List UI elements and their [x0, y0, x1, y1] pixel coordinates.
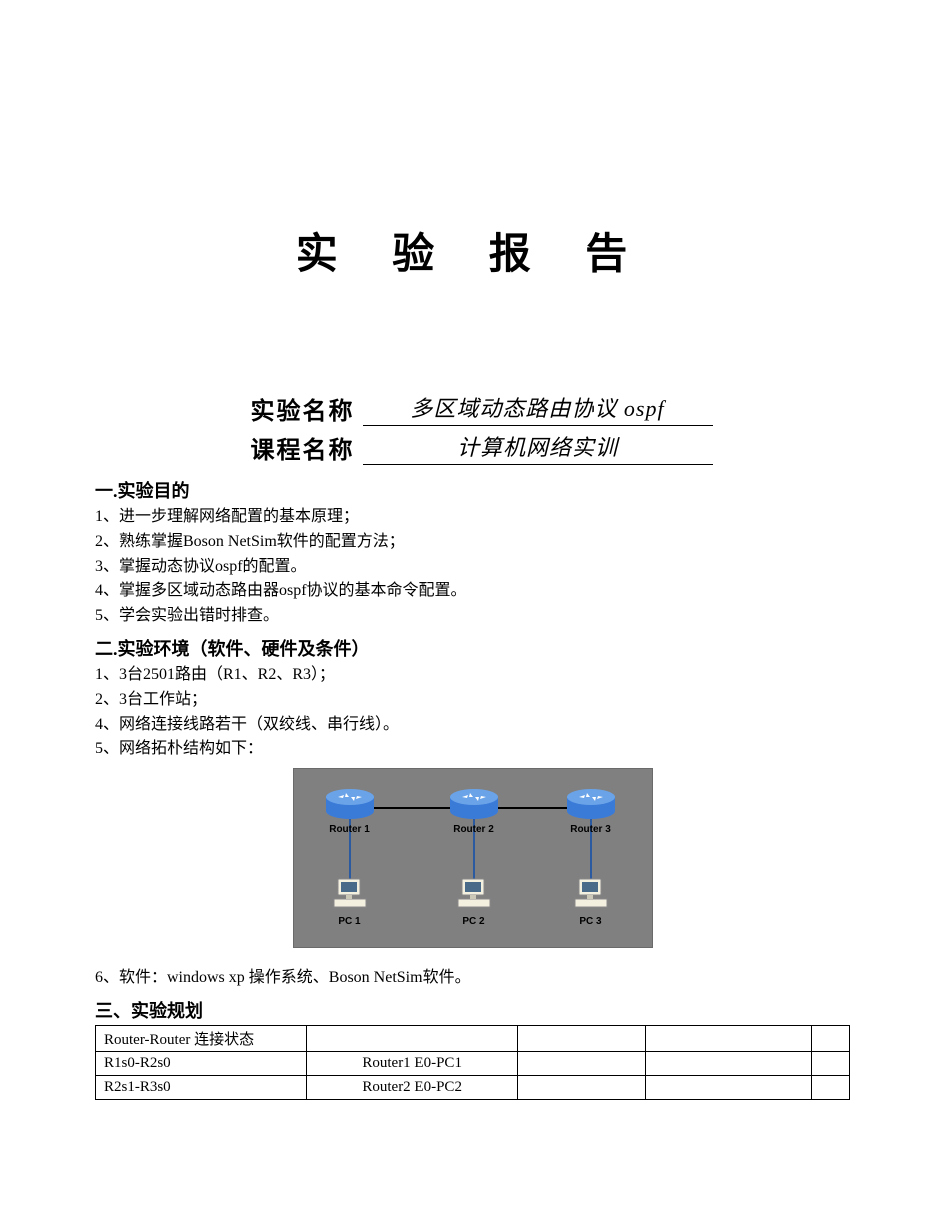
router-icon: [565, 787, 617, 821]
router1-node: Router 1: [324, 787, 376, 835]
meta-block: 实验名称 多区域动态路由协议 ospf 课程名称 计算机网络实训: [233, 391, 713, 465]
cell-r2c3: [646, 1075, 812, 1099]
cell-r0c2: [518, 1025, 646, 1051]
meta-label-experiment: 实验名称: [233, 391, 363, 426]
section2-heading: 二.实验环境（软件、硬件及条件）: [95, 635, 850, 661]
router2-label: Router 2: [453, 824, 494, 835]
router1-label: Router 1: [329, 824, 370, 835]
cell-r1c0: R1s0-R2s0: [96, 1051, 307, 1075]
cell-r2c2: [518, 1075, 646, 1099]
pc1-label: PC 1: [338, 916, 360, 927]
topology-diagram: Router 1 Router 2: [293, 768, 653, 948]
pc3-node: PC 3: [573, 877, 609, 927]
cell-r2c0: R2s1-R3s0: [96, 1075, 307, 1099]
cell-r0c4: [812, 1025, 850, 1051]
sec1-line5: 5、学会实验出错时排查。: [95, 604, 850, 629]
sec1-line1: 1、进一步理解网络配置的基本原理；: [95, 505, 850, 530]
pc2-label: PC 2: [462, 916, 484, 927]
sec1-line3: 3、掌握动态协议ospf的配置。: [95, 555, 850, 580]
meta-value-course: 计算机网络实训: [363, 430, 713, 465]
pc2-node: PC 2: [456, 877, 492, 927]
cell-r1c4: [812, 1051, 850, 1075]
cell-r0c1: [307, 1025, 518, 1051]
cell-r0c3: [646, 1025, 812, 1051]
router3-label: Router 3: [570, 824, 611, 835]
table-row: R2s1-R3s0 Router2 E0-PC2: [96, 1075, 850, 1099]
sec1-line4: 4、掌握多区域动态路由器ospf协议的基本命令配置。: [95, 579, 850, 604]
pc-icon: [332, 877, 368, 913]
meta-label-course: 课程名称: [233, 430, 363, 465]
pc3-label: PC 3: [579, 916, 601, 927]
cell-r1c2: [518, 1051, 646, 1075]
table-row: Router-Router 连接状态: [96, 1025, 850, 1051]
router-icon: [324, 787, 376, 821]
cell-r1c1: Router1 E0-PC1: [307, 1051, 518, 1075]
router-icon: [448, 787, 500, 821]
cell-r2c1: Router2 E0-PC2: [307, 1075, 518, 1099]
cell-r0c0: Router-Router 连接状态: [96, 1025, 307, 1051]
meta-value-experiment: 多区域动态路由协议 ospf: [363, 391, 713, 426]
router3-node: Router 3: [565, 787, 617, 835]
pc-icon: [456, 877, 492, 913]
sec2-line4: 5、网络拓朴结构如下：: [95, 737, 850, 762]
cell-r2c4: [812, 1075, 850, 1099]
table-row: R1s0-R2s0 Router1 E0-PC1: [96, 1051, 850, 1075]
cell-r1c3: [646, 1051, 812, 1075]
sec2-line1: 1、3台2501路由（R1、R2、R3）；: [95, 663, 850, 688]
sec2-line2: 2、3台工作站；: [95, 688, 850, 713]
sec2-line5: 6、软件：windows xp 操作系统、Boson NetSim软件。: [95, 966, 850, 991]
connection-table: Router-Router 连接状态 R1s0-R2s0 Router1 E0-…: [95, 1025, 850, 1100]
pc1-node: PC 1: [332, 877, 368, 927]
sec2-line3: 4、网络连接线路若干（双绞线、串行线）。: [95, 713, 850, 738]
section1-heading: 一.实验目的: [95, 477, 850, 503]
section3-heading: 三、实验规划: [95, 997, 850, 1023]
router2-node: Router 2: [448, 787, 500, 835]
sec1-line2: 2、熟练掌握Boson NetSim软件的配置方法；: [95, 530, 850, 555]
report-title: 实 验 报 告: [95, 220, 850, 281]
pc-icon: [573, 877, 609, 913]
